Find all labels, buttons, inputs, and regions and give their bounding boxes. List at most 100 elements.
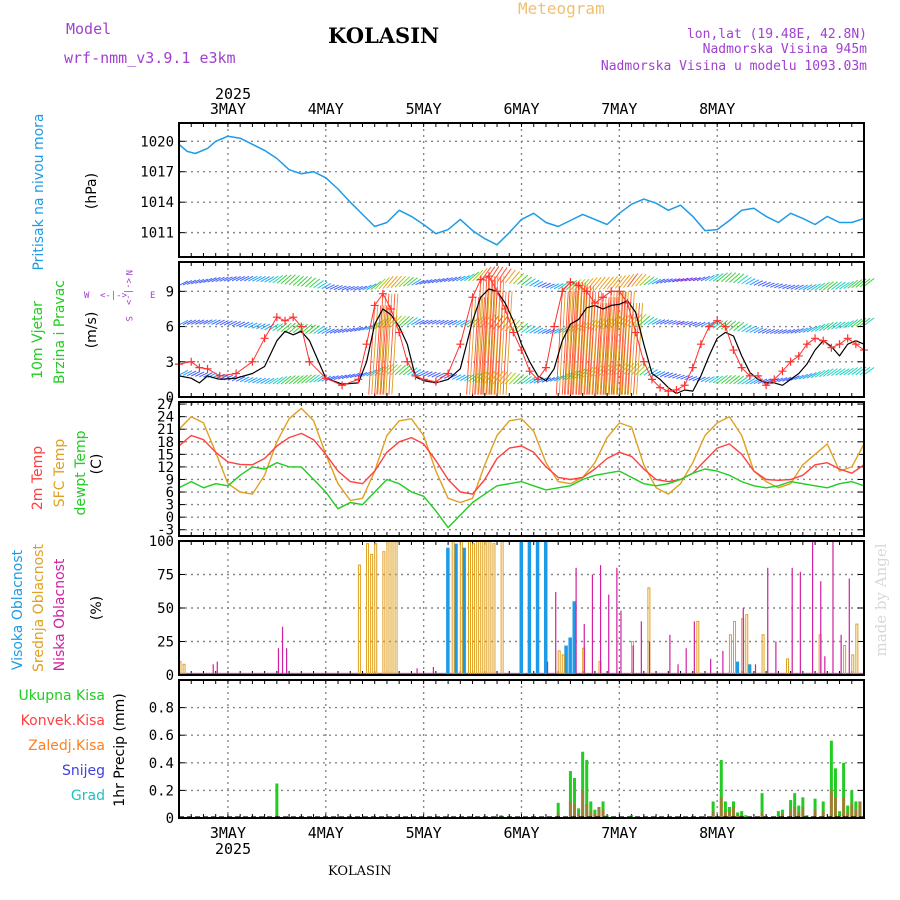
wind-direction-arrow [186, 370, 197, 377]
wind-direction-arrow [839, 321, 850, 329]
wind-direction-arrow [178, 369, 189, 376]
precip-total-bar [740, 811, 744, 818]
wind-gust-hatch [561, 291, 569, 395]
wind-direction-arrow [782, 284, 791, 290]
cloud-low-bar [616, 567, 618, 675]
wind-direction-arrow [268, 275, 279, 283]
wind-direction-arrow [468, 271, 480, 282]
precip-conv-bar [829, 790, 833, 818]
wind-direction-arrow [720, 320, 732, 330]
wind-title-line2: Brzina i Pravac [52, 280, 68, 384]
y-tick-label: -3 [157, 523, 174, 539]
wind-direction-arrow [191, 279, 201, 285]
wind-direction-arrow [745, 325, 756, 333]
wind-direction-arrow [235, 321, 246, 327]
dewpt-title: dewpt Temp [73, 430, 89, 515]
wind-direction-arrow [321, 327, 332, 334]
wind-direction-arrow [818, 322, 830, 332]
wind-direction-arrow [663, 319, 673, 325]
wind-direction-arrow [264, 276, 275, 283]
wind-gust-hatch [566, 281, 574, 395]
wind-direction-arrow [370, 281, 382, 290]
wind-direction-arrow [207, 319, 217, 325]
wind-direction-arrow [415, 370, 425, 376]
precip-conv-bar [854, 809, 858, 818]
wind-direction-arrow [256, 323, 266, 330]
wind-direction-arrow [566, 279, 578, 291]
wind-direction-arrow [859, 278, 871, 288]
wind-direction-arrow [350, 372, 360, 379]
precip-conv-bar [801, 806, 805, 818]
precip-total-bar [589, 801, 593, 818]
cloud-high-title: Visoka Oblacnost [10, 549, 26, 670]
wind-direction-arrow [757, 281, 767, 287]
cloud-low-bar [583, 624, 585, 675]
wind-direction-arrow [517, 323, 529, 333]
wind-direction-arrow [472, 372, 484, 383]
wind-gust-hatch [380, 305, 388, 395]
precip-total-bar [813, 798, 817, 818]
wind-direction-arrow [227, 320, 237, 326]
wind-direction-arrow [211, 276, 221, 283]
y-tick-label: 50 [157, 601, 174, 617]
wind-direction-arrow [300, 323, 313, 334]
wind-direction-arrow [231, 276, 241, 282]
top-year-label: 2025 [215, 85, 251, 103]
wind-gust-hatch [558, 291, 566, 395]
wind-direction-arrow [541, 328, 551, 335]
wind-direction-arrow [305, 277, 317, 288]
wind-direction-arrow [292, 375, 304, 385]
bottom-day-label: 5MAY [406, 824, 442, 842]
wind-direction-arrow [586, 277, 598, 291]
wind-gust-hatch [596, 297, 604, 395]
y-tick-label: 0.6 [149, 728, 174, 744]
wind-direction-arrow [774, 377, 784, 383]
wind-direction-arrow [529, 279, 540, 287]
y-tick-label: 1017 [140, 165, 174, 181]
top-day-label: 5MAY [406, 100, 442, 118]
wind-direction-arrow [337, 285, 347, 291]
wind-direction-arrow [195, 319, 205, 325]
wind-direction-arrow [451, 276, 462, 282]
wind-direction-arrow [513, 374, 525, 385]
wind-direction-arrow [635, 364, 647, 376]
y-tick-label: 21 [157, 422, 174, 438]
wind-direction-arrow [720, 272, 733, 283]
precip-total-bar [275, 783, 279, 818]
wind-direction-arrow [337, 328, 347, 334]
wind-legend-south: S [123, 316, 133, 321]
wind-direction-arrow [296, 276, 309, 287]
wind-direction-arrow [329, 328, 339, 334]
precip-total-bar [797, 805, 801, 818]
wind-direction-arrow [770, 282, 779, 288]
wind-gust-hatch [610, 291, 618, 395]
wind-direction-arrow [280, 274, 292, 285]
cloud-low-bar [791, 567, 793, 675]
wind-direction-arrow [443, 319, 453, 325]
wind-direction-arrow [268, 377, 279, 385]
wind-direction-arrow [296, 323, 308, 334]
wind-gust-hatch [505, 291, 513, 395]
wind-direction-arrow [647, 317, 658, 325]
wind-gust-hatch [602, 297, 610, 395]
wind-gust-hatch [483, 279, 491, 395]
wind-direction-arrow [623, 273, 635, 288]
wind-direction-arrow [431, 278, 441, 284]
wind-direction-arrow [447, 276, 457, 282]
precip-legend-frz: Zaledj.Kisa [28, 738, 105, 754]
wind-direction-arrow [631, 273, 643, 287]
wind-direction-arrow [782, 376, 792, 382]
bottom-time-axis: 2025 3MAY 4MAY 5MAY 6MAY 7MAY 8MAY [210, 824, 735, 858]
wind-direction-arrow [708, 375, 720, 383]
wind-direction-arrow [182, 280, 193, 286]
wind-direction-arrow [427, 319, 437, 325]
wind-direction-arrow [341, 285, 351, 291]
wind-direction-arrow [545, 377, 555, 383]
wind-direction-arrow [321, 282, 332, 290]
cloud-high-bar [527, 541, 532, 675]
wind-direction-arrow [435, 319, 445, 325]
wind-direction-arrow [398, 365, 410, 376]
wind-direction-arrow [292, 275, 304, 286]
wind-gust-hatch [603, 303, 611, 395]
model-label: Model [66, 20, 111, 38]
